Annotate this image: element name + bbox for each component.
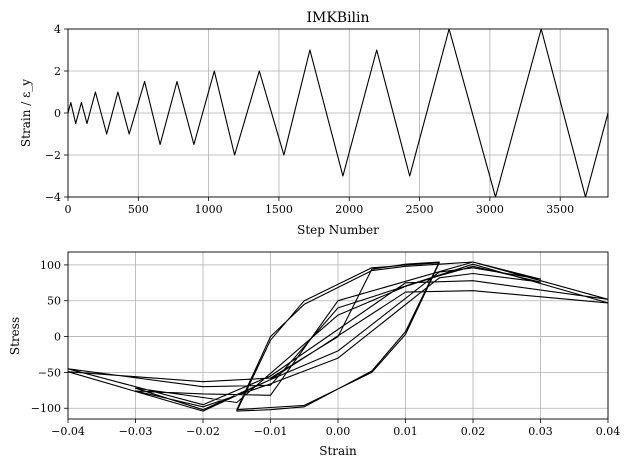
strain-history-xtick-label: 2000 <box>335 203 363 216</box>
strain-history-title: IMKBilin <box>306 10 369 26</box>
stress-strain-series <box>67 261 609 412</box>
stress-strain-ticks: −0.04 −0.03 −0.02 −0.01 0.00 0.01 0.02 0.03 0.04… <box>31 259 620 438</box>
stress-strain-xlabel: Strain <box>319 444 357 458</box>
stress-strain-xtick-label: −0.02 <box>186 425 220 438</box>
stress-strain-series-line <box>67 261 609 412</box>
stress-strain-ytick-label: −100 <box>31 402 61 415</box>
stress-strain-xtick-label: 0.00 <box>326 425 351 438</box>
stress-strain-ylabel: Stress <box>8 317 22 355</box>
stress-strain-xtick-label: 0.04 <box>596 425 621 438</box>
stress-strain-xtick-label: 0.01 <box>393 425 418 438</box>
strain-history-xtick-label: 500 <box>128 203 149 216</box>
strain-history-xtick-label: 1000 <box>195 203 223 216</box>
stress-strain-xtick-label: −0.03 <box>119 425 153 438</box>
strain-history-series-line <box>67 28 609 198</box>
stress-strain-ytick-label: 0 <box>54 331 61 344</box>
strain-history-axes-frame <box>67 28 609 198</box>
strain-history-ticks: 0 500 1000 1500 2000 2500 3000 3500 −4 −2 0 2 4 <box>45 23 574 216</box>
stress-strain-ytick-label: 50 <box>47 295 61 308</box>
stress-strain-xtick-label: 0.02 <box>461 425 486 438</box>
stress-strain-axes-frame <box>67 251 609 420</box>
strain-history-xtick-label: 2500 <box>406 203 434 216</box>
stress-strain-xtick-label: −0.04 <box>51 425 85 438</box>
strain-history-series <box>67 28 609 198</box>
strain-history-xlabel: Step Number <box>297 223 379 237</box>
strain-history-xtick-label: 0 <box>65 203 72 216</box>
strain-history-grid <box>67 28 608 198</box>
strain-history-ytick-label: −2 <box>45 149 61 162</box>
strain-history-ytick-label: −4 <box>45 191 61 204</box>
strain-history-ytick-label: 4 <box>54 23 61 36</box>
stress-strain-ytick-label: −50 <box>38 366 61 379</box>
stress-strain-xtick-label: 0.03 <box>528 425 553 438</box>
strain-history-ylabel: Strain / ε_y <box>19 79 33 147</box>
strain-history-xtick-label: 3500 <box>546 203 574 216</box>
strain-history-ytick-label: 2 <box>54 65 61 78</box>
strain-history-ytick-label: 0 <box>54 107 61 120</box>
stress-strain-panel: −0.04 −0.03 −0.02 −0.01 0.00 0.01 0.02 0.03 0.04… <box>8 251 620 458</box>
stress-strain-ytick-label: 100 <box>40 259 61 272</box>
stress-strain-xtick-label: −0.01 <box>254 425 288 438</box>
strain-history-xtick-label: 3000 <box>476 203 504 216</box>
strain-history-xtick-label: 1500 <box>265 203 293 216</box>
strain-history-panel: IMKBilin 0 500 1000 1500 2000 2500 3000 3500 −4 −… <box>19 10 609 237</box>
